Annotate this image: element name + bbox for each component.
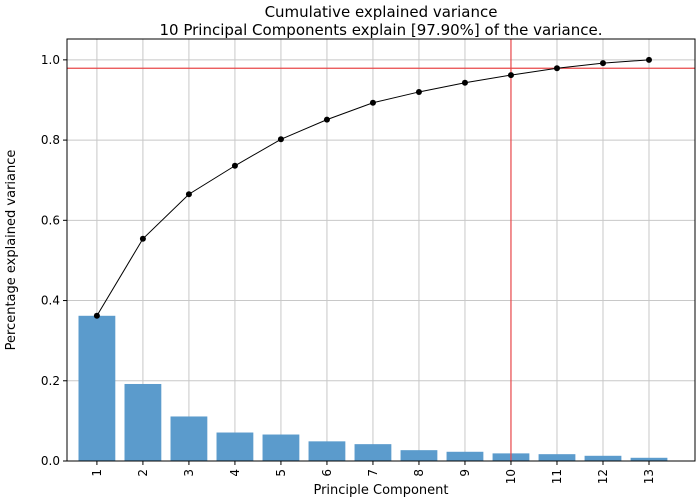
x-tick-label: 4 bbox=[228, 469, 242, 477]
bar bbox=[538, 454, 576, 461]
line-point bbox=[185, 191, 192, 198]
line-point bbox=[553, 65, 560, 72]
line-point bbox=[461, 79, 468, 86]
x-tick-label: 6 bbox=[320, 469, 334, 477]
line-point bbox=[231, 162, 238, 169]
bar bbox=[354, 444, 392, 461]
line-point bbox=[277, 136, 284, 143]
y-tick-label: 0.6 bbox=[41, 213, 60, 227]
bar bbox=[446, 451, 484, 461]
bar bbox=[170, 416, 208, 461]
line-point bbox=[139, 235, 146, 242]
line-point bbox=[323, 116, 330, 123]
chart-subtitle: 10 Principal Components explain [97.90%]… bbox=[160, 21, 603, 39]
bar bbox=[216, 432, 254, 461]
bar bbox=[124, 383, 162, 461]
line-point bbox=[507, 72, 514, 79]
x-tick-label: 5 bbox=[274, 469, 288, 477]
bar bbox=[400, 450, 438, 461]
x-tick-label: 2 bbox=[136, 469, 150, 477]
line-point bbox=[645, 56, 652, 63]
x-tick-label: 10 bbox=[504, 469, 518, 484]
y-tick-label: 0.8 bbox=[41, 133, 60, 147]
x-tick-label: 8 bbox=[412, 469, 426, 477]
x-tick-label: 12 bbox=[596, 469, 610, 484]
plot-frame bbox=[66, 38, 696, 462]
line-point bbox=[599, 60, 606, 67]
x-axis-label: Principle Component bbox=[313, 483, 448, 498]
line-point bbox=[93, 312, 100, 319]
x-tick-label: 9 bbox=[458, 469, 472, 477]
bar bbox=[308, 441, 346, 461]
bar bbox=[584, 455, 622, 461]
bar bbox=[262, 434, 300, 461]
y-tick-label: 0.4 bbox=[41, 294, 60, 308]
chart-title: Cumulative explained variance bbox=[265, 3, 498, 21]
line-point bbox=[369, 99, 376, 106]
y-tick-label: 0.0 bbox=[41, 454, 60, 468]
x-tick-label: 11 bbox=[550, 469, 564, 484]
bar bbox=[78, 315, 116, 461]
x-tick-label: 3 bbox=[182, 469, 196, 477]
x-tick-label: 13 bbox=[642, 469, 656, 484]
y-tick-label: 1.0 bbox=[41, 53, 60, 67]
y-axis-label: Percentage explained variance bbox=[4, 150, 19, 351]
x-tick-label: 7 bbox=[366, 469, 380, 477]
line-point bbox=[415, 88, 422, 95]
bar bbox=[630, 457, 668, 461]
x-tick-label: 1 bbox=[90, 469, 104, 477]
y-tick-label: 0.2 bbox=[41, 374, 60, 388]
